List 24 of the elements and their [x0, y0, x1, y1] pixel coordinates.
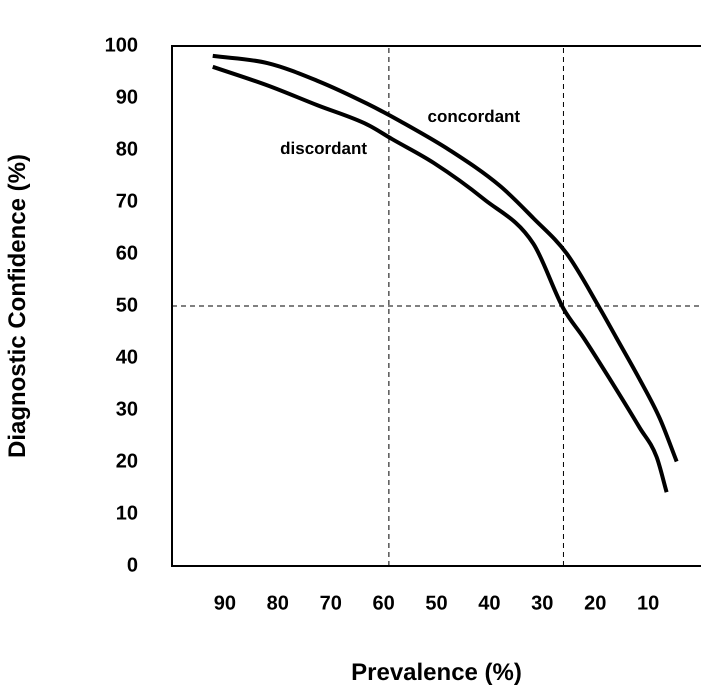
y-tick-label: 20	[116, 450, 138, 473]
y-tick-label: 50	[116, 294, 138, 317]
y-tick-label: 0	[126, 554, 138, 577]
y-tick-label: 30	[116, 398, 138, 421]
x-tick-label: 10	[636, 592, 660, 615]
x-tick-label: 50	[425, 592, 448, 615]
y-tick-label: 10	[116, 502, 138, 525]
x-tick-label: 90	[214, 592, 236, 615]
y-axis-title: Diagnostic Confidence (%)	[4, 154, 32, 458]
series-label: concordant	[428, 107, 520, 126]
y-tick-label: 80	[116, 138, 138, 161]
y-tick-label: 40	[116, 346, 138, 369]
x-tick-label: 30	[531, 592, 554, 615]
series-label: discordant	[280, 138, 368, 158]
x-tick-label: 80	[266, 592, 289, 615]
y-tick-label: 100	[104, 34, 138, 57]
x-tick-label: 40	[478, 592, 501, 615]
x-tick-label: 20	[584, 592, 606, 615]
x-tick-label: 70	[320, 592, 342, 615]
x-axis-title: Prevalence (%)	[351, 659, 522, 686]
y-tick-label: 70	[116, 190, 138, 213]
y-tick-label: 90	[116, 86, 138, 109]
y-tick-label: 60	[116, 242, 138, 265]
x-tick-label: 60	[372, 592, 395, 615]
